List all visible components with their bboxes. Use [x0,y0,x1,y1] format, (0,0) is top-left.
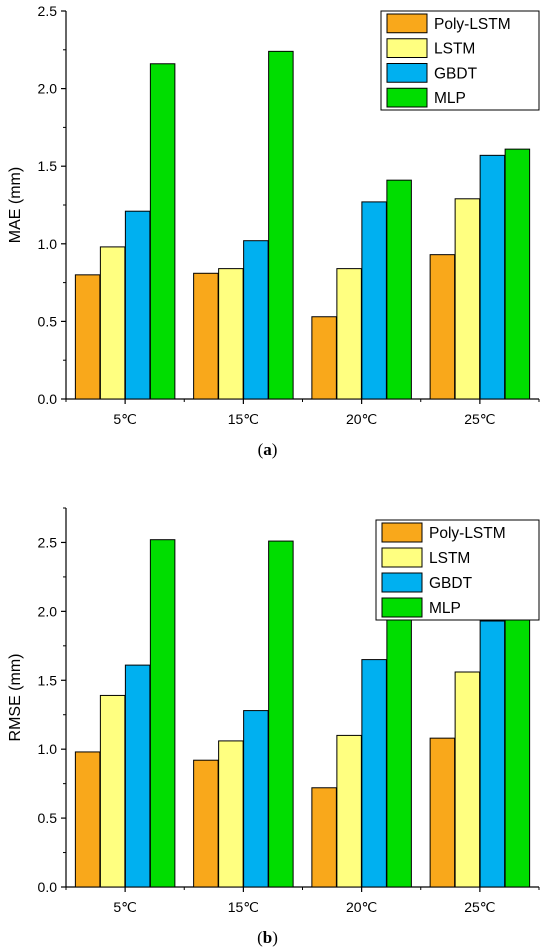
legend-swatch-lstm [381,547,423,568]
bar-poly-lstm-3 [429,737,456,888]
bar-mlp-2 [386,617,412,888]
bar-gbdt-1 [243,710,269,888]
x-tick-label: 20℃ [346,899,377,915]
bar-gbdt-1 [243,240,269,400]
y-tick-label: 2.5 [38,3,58,19]
y-tick-label: 0.0 [38,391,58,407]
y-axis-label: RMSE (mm) [7,654,24,742]
x-tick-label: 25℃ [464,411,495,427]
bar-poly-lstm-3 [429,254,456,400]
x-tick-label: 5℃ [113,899,137,915]
y-tick-label: 0.5 [38,810,58,826]
legend: Poly-LSTM LSTM GBDT MLP [380,10,540,111]
bar-poly-lstm-0 [74,274,101,400]
x-tick-label: 20℃ [346,411,377,427]
bar-gbdt-2 [361,659,387,888]
bar-mlp-3 [504,148,531,400]
legend-label-mlp: MLP [429,600,461,617]
x-tick-label: 5℃ [113,411,137,427]
bar-mlp-2 [386,179,412,400]
legend-label-poly-lstm: Poly-LSTM [429,525,506,542]
y-tick-label: 0.5 [38,313,58,329]
bar-lstm-2 [336,734,362,888]
chart-panel-b: 0.0 0.5 1.0 1.5 2.0 2.5 RMSE (mm) 5℃ 15℃ 20℃ 25℃ Po… [7,507,540,947]
x-tick-label: 15℃ [228,411,259,427]
legend-label-lstm: LSTM [434,41,475,58]
legend-swatch-mlp [381,597,423,618]
legend-swatch-gbdt [381,572,423,593]
bar-gbdt-3 [479,620,506,888]
bar-lstm-0 [99,246,126,400]
legend-swatch-poly-lstm [386,13,428,34]
legend-swatch-poly-lstm [381,522,423,543]
y-tick-label: 1.0 [38,741,58,757]
bar-mlp-3 [504,570,531,888]
y-tick-label: 0.0 [38,879,58,895]
y-axis-label: MAE (mm) [7,167,24,243]
bar-lstm-0 [99,694,126,888]
bar-mlp-1 [268,50,294,400]
legend-label-lstm: LSTM [429,550,470,567]
y-tick-label: 2.5 [38,534,58,550]
bar-poly-lstm-2 [311,787,337,888]
bar-lstm-2 [336,268,362,400]
bar-mlp-1 [268,540,294,888]
bar-gbdt-2 [361,201,387,400]
bar-lstm-1 [218,268,244,400]
legend-swatch-mlp [386,87,428,108]
bar-poly-lstm-0 [74,751,101,888]
y-tick-label: 1.5 [38,158,58,174]
bar-gbdt-0 [124,664,151,888]
y-tick-label: 1.0 [38,236,58,252]
bar-lstm-1 [218,740,244,888]
bar-lstm-3 [454,198,481,400]
y-tick-label: 2.0 [38,603,58,619]
legend-label-gbdt: GBDT [429,575,473,592]
legend-label-mlp: MLP [434,90,466,107]
x-tick-label: 15℃ [228,899,259,915]
chart-panel-a: 0.0 0.5 1.0 1.5 2.0 2.5 MAE (mm) 5℃ 15℃ 20℃ 25℃ Pol… [7,3,540,459]
bar-lstm-3 [454,671,481,888]
panel-caption: (a) [258,440,278,459]
panel-caption: (b) [257,928,278,947]
legend-swatch-lstm [386,38,428,58]
y-tick-label: 1.5 [38,672,58,688]
bar-poly-lstm-2 [311,316,337,400]
bar-gbdt-0 [124,210,151,400]
legend: Poly-LSTM LSTM GBDT MLP [375,519,540,621]
legend-label-gbdt: GBDT [434,65,478,82]
legend-swatch-gbdt [386,63,428,83]
x-tick-label: 25℃ [464,899,495,915]
bar-poly-lstm-1 [193,759,219,888]
bar-mlp-0 [149,63,176,400]
bar-mlp-0 [149,539,176,888]
y-tick-label: 2.0 [38,81,58,97]
bar-poly-lstm-1 [193,272,219,400]
legend-label-poly-lstm: Poly-LSTM [434,16,511,33]
bar-gbdt-3 [479,154,506,400]
